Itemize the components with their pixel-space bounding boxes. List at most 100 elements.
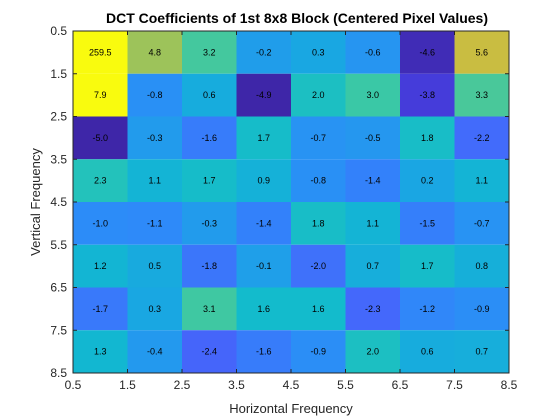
cell-value-label: 3.2 xyxy=(203,47,216,57)
cell-value-label: -1.2 xyxy=(419,304,435,314)
x-tick-label: 6.5 xyxy=(392,378,409,392)
heatmap-cell xyxy=(127,73,182,117)
heatmap-cell xyxy=(236,287,291,331)
heatmap-cell xyxy=(291,287,346,331)
y-axis-ticks: 0.5 1.5 2.5 3.5 4.5 5.5 6.5 7.5 8.5 xyxy=(50,24,509,380)
cell-value-label: 0.3 xyxy=(148,304,161,314)
heatmap-cell xyxy=(454,31,509,74)
cell-value-label: -1.1 xyxy=(147,218,163,228)
cell-value-label: -0.3 xyxy=(147,133,163,143)
x-axis-label: Horizontal Frequency xyxy=(229,401,353,416)
heatmap-cell xyxy=(182,202,237,245)
cell-value-label: -0.9 xyxy=(474,304,490,314)
cell-value-label: 2.0 xyxy=(312,90,325,100)
heatmap-cell xyxy=(73,73,128,117)
cell-value-label: 1.7 xyxy=(203,176,216,186)
heatmap-cell xyxy=(73,330,128,373)
heatmap-cell xyxy=(73,287,128,331)
cell-value-label: 3.3 xyxy=(475,90,488,100)
heatmap-cell xyxy=(400,31,455,74)
cell-value-label: -2.0 xyxy=(310,261,326,271)
heatmap-cell xyxy=(454,202,509,245)
heatmap-cell xyxy=(400,116,455,160)
heatmap-cell xyxy=(291,330,346,373)
heatmap-cell xyxy=(127,330,182,373)
heatmap-cell xyxy=(345,116,400,160)
cell-value-label: 259.5 xyxy=(89,47,112,57)
cell-value-label: 2.3 xyxy=(94,176,107,186)
cell-value-label: -0.5 xyxy=(365,133,381,143)
cell-value-label: -0.6 xyxy=(365,47,381,57)
heatmap-cell xyxy=(236,159,291,202)
cell-value-label: -4.9 xyxy=(256,90,272,100)
heatmap-cell xyxy=(127,202,182,245)
cell-value-label: -1.0 xyxy=(92,218,108,228)
cell-value-label: 3.0 xyxy=(366,90,379,100)
cell-value-label: 0.8 xyxy=(475,261,488,271)
heatmap-cell xyxy=(454,159,509,202)
heatmap-cell xyxy=(345,159,400,202)
cell-value-label: -0.1 xyxy=(256,261,272,271)
heatmap-cell xyxy=(454,116,509,160)
cell-value-label: 0.9 xyxy=(257,176,270,186)
heatmap-cell xyxy=(73,202,128,245)
y-tick-label: 7.5 xyxy=(50,323,67,337)
heatmap-cell xyxy=(182,159,237,202)
cell-value-label: -4.6 xyxy=(419,47,435,57)
heatmap-cell xyxy=(73,159,128,202)
cell-value-label: 1.1 xyxy=(148,176,161,186)
x-tick-label: 0.5 xyxy=(65,378,82,392)
heatmap-cell xyxy=(400,330,455,373)
cell-value-label: -1.6 xyxy=(256,347,272,357)
y-tick-label: 3.5 xyxy=(50,152,67,166)
cell-value-label: -0.4 xyxy=(147,347,163,357)
cell-value-label: 1.7 xyxy=(421,261,434,271)
heatmap-cell xyxy=(291,159,346,202)
cell-value-label: 0.2 xyxy=(421,176,434,186)
heatmap-cell xyxy=(127,159,182,202)
heatmap-cell xyxy=(291,202,346,245)
y-tick-label: 0.5 xyxy=(50,24,67,38)
y-tick-label: 1.5 xyxy=(50,67,67,81)
heatmap-cell xyxy=(454,244,509,288)
heatmap-cell xyxy=(291,31,346,74)
y-tick-label: 4.5 xyxy=(50,195,67,209)
x-tick-label: 4.5 xyxy=(283,378,300,392)
heatmap-cell xyxy=(236,31,291,74)
cell-value-label: 0.6 xyxy=(203,90,216,100)
heatmap-cell xyxy=(291,244,346,288)
cell-value-label: -0.7 xyxy=(474,218,490,228)
cell-value-label: 1.1 xyxy=(475,176,488,186)
cell-value-label: 1.6 xyxy=(257,304,270,314)
cell-value-label: -2.4 xyxy=(201,347,217,357)
cell-value-label: -1.5 xyxy=(419,218,435,228)
cell-value-label: -0.8 xyxy=(147,90,163,100)
heatmap-cell xyxy=(400,202,455,245)
heatmap-cell xyxy=(345,31,400,74)
heatmap-cell xyxy=(182,244,237,288)
heatmap-cell xyxy=(400,287,455,331)
cell-value-label: -0.2 xyxy=(256,47,272,57)
x-tick-label: 7.5 xyxy=(446,378,463,392)
cell-value-label: 0.7 xyxy=(366,261,379,271)
cell-value-label: 1.3 xyxy=(94,347,107,357)
heatmap-cell xyxy=(400,73,455,117)
heatmap-cell xyxy=(345,202,400,245)
cell-value-label: 0.5 xyxy=(148,261,161,271)
heatmap-cell xyxy=(236,330,291,373)
heatmap-cell xyxy=(236,73,291,117)
heatmap-cell xyxy=(182,330,237,373)
heatmap-cell xyxy=(345,287,400,331)
cell-value-label: 4.8 xyxy=(148,47,161,57)
cell-value-label: -0.9 xyxy=(310,347,326,357)
cell-value-label: 7.9 xyxy=(94,90,107,100)
heatmap-cell xyxy=(127,244,182,288)
heatmap-cell xyxy=(454,73,509,117)
cell-value-label: -0.3 xyxy=(201,218,217,228)
y-tick-label: 6.5 xyxy=(50,281,67,295)
x-axis-ticks: 0.5 1.5 2.5 3.5 4.5 5.5 6.5 7.5 8.5 xyxy=(65,31,518,392)
cell-value-label: 3.1 xyxy=(203,304,216,314)
cell-value-label: 1.2 xyxy=(94,261,107,271)
heatmap-cell xyxy=(454,330,509,373)
